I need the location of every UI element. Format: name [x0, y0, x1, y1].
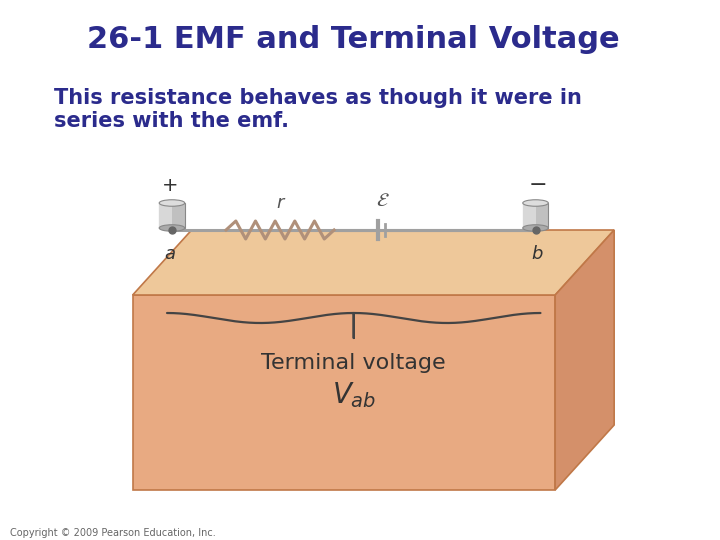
Polygon shape [159, 203, 185, 228]
Text: r: r [276, 194, 284, 212]
Ellipse shape [523, 200, 549, 206]
Text: +: + [162, 176, 179, 195]
Text: 26-1 EMF and Terminal Voltage: 26-1 EMF and Terminal Voltage [87, 25, 620, 55]
Polygon shape [159, 203, 172, 228]
Text: Copyright © 2009 Pearson Education, Inc.: Copyright © 2009 Pearson Education, Inc. [10, 528, 215, 538]
Polygon shape [132, 230, 614, 295]
Polygon shape [555, 230, 614, 490]
Text: Terminal voltage: Terminal voltage [261, 353, 446, 373]
Text: −: − [528, 175, 546, 195]
Text: b: b [532, 245, 543, 263]
Polygon shape [132, 295, 555, 490]
Text: a: a [164, 245, 176, 263]
Ellipse shape [159, 225, 185, 231]
Ellipse shape [159, 200, 185, 206]
Polygon shape [523, 203, 536, 228]
Text: This resistance behaves as though it were in
series with the emf.: This resistance behaves as though it wer… [54, 88, 582, 131]
Polygon shape [523, 203, 549, 228]
Text: $V_{ab}$: $V_{ab}$ [332, 380, 376, 410]
Ellipse shape [523, 225, 549, 231]
Text: $\mathcal{E}$: $\mathcal{E}$ [376, 191, 390, 210]
